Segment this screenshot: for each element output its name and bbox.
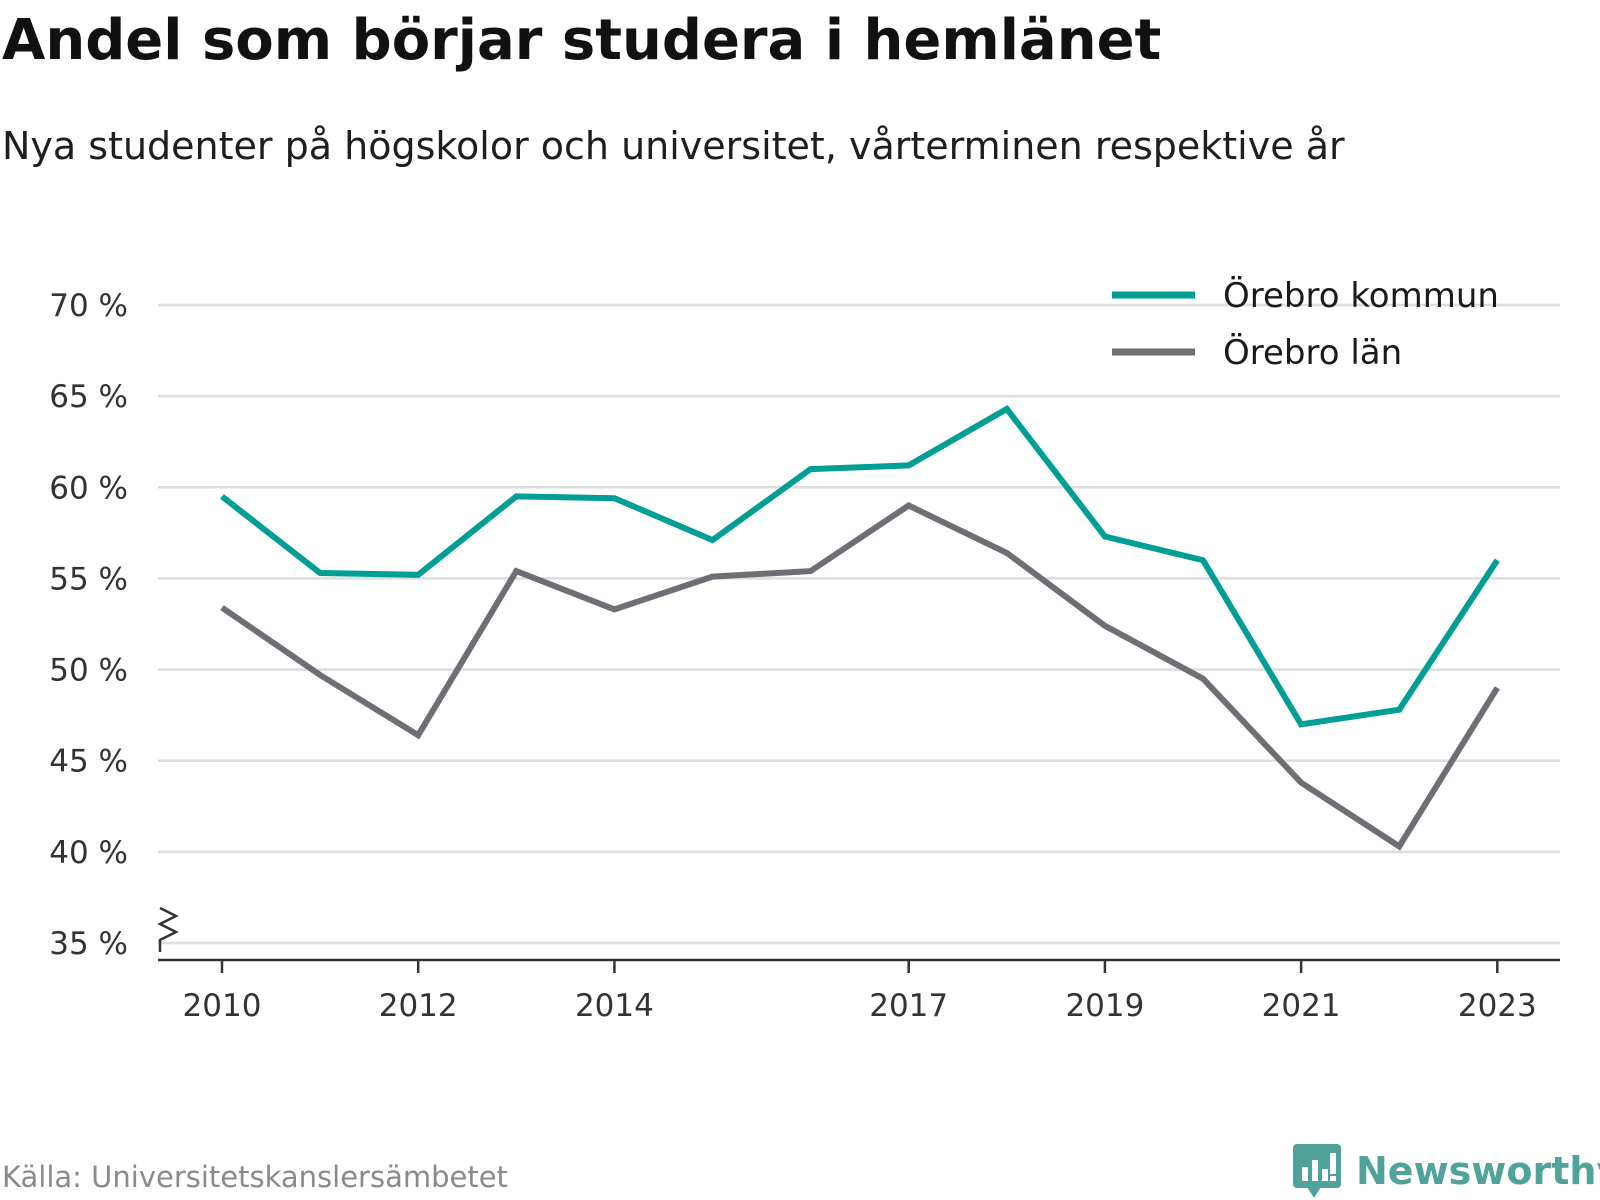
y-tick-label: 45 %: [49, 744, 128, 780]
x-tick-label: 2014: [575, 988, 654, 1024]
source-note: Källa: Universitetskanslersämbetet: [2, 1160, 508, 1194]
axis-break-icon: [157, 906, 179, 952]
x-tick-label: 2021: [1262, 988, 1341, 1024]
series-line-orebro-lan: [220, 502, 1500, 851]
x-tick-label: 2019: [1065, 988, 1144, 1024]
brand-name: Newsworthy: [1356, 1149, 1600, 1193]
series-line-orebro-kommun: [220, 404, 1500, 728]
x-tick-label: 2017: [869, 988, 948, 1024]
y-tick-label: 35 %: [49, 926, 128, 962]
x-tick-label: 2010: [183, 988, 262, 1024]
y-tick-label: 55 %: [49, 561, 128, 597]
y-tick-label: 50 %: [49, 653, 128, 689]
legend: Örebro kommun Örebro län: [1112, 275, 1499, 373]
y-tick-label: 60 %: [49, 470, 128, 506]
x-axis: 2010 2012 2014 2017 2019 2021 2023: [157, 906, 1560, 1024]
gridlines: [158, 303, 1560, 945]
y-tick-label: 70 %: [49, 288, 128, 324]
y-axis-labels: 35 % 40 % 45 % 50 % 55 % 60 % 65 % 70 %: [49, 288, 128, 962]
chart-title: Andel som börjar studera i hemlänet: [2, 8, 1162, 73]
newsworthy-logo-icon: [1293, 1144, 1341, 1198]
legend-label: Örebro kommun: [1223, 275, 1499, 316]
y-tick-label: 40 %: [49, 835, 128, 871]
y-tick-label: 65 %: [49, 379, 128, 415]
x-tick-label: 2023: [1458, 988, 1537, 1024]
x-tick-label: 2012: [379, 988, 458, 1024]
series-lines: [220, 404, 1500, 851]
legend-label: Örebro län: [1223, 332, 1402, 373]
chart-subtitle: Nya studenter på högskolor och universit…: [2, 124, 1345, 168]
brand-logo: Newsworthy: [1292, 1143, 1600, 1199]
